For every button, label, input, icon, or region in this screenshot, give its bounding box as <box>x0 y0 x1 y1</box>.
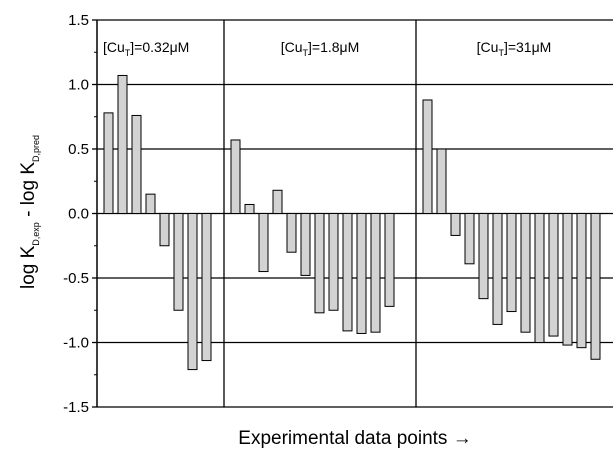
panel-label-suffix: ]=31μM <box>504 39 551 55</box>
bar-panel3-8 <box>520 213 531 333</box>
bar-panel2-11 <box>370 213 381 333</box>
bar-panel2-12 <box>384 213 395 307</box>
bar-panel3-2 <box>436 148 447 214</box>
panel-label-prefix: [Cu <box>281 39 303 55</box>
bar-panel3-11 <box>562 213 573 346</box>
panel-label-suffix: ]=1.8μM <box>308 39 359 55</box>
bar-panel3-13 <box>590 213 601 360</box>
panel-label-prefix: [Cu <box>103 39 125 55</box>
bar-panel2-1 <box>230 139 241 214</box>
y-tick-label-3: 0.0 <box>68 206 89 223</box>
y-tick-label-2: -0.5 <box>63 270 89 287</box>
axes: -1.5 -1.0 -0.5 0.0 0.5 1.0 1.5 <box>63 12 98 416</box>
bar-panel3-1 <box>422 99 433 214</box>
panel-label-prefix: [Cu <box>477 39 499 55</box>
panel-label-1: [CuT]=0.32μM <box>103 39 189 58</box>
y-axis-title: log KD,exp - log KD,pred <box>18 135 41 289</box>
bar-panel2-2 <box>244 203 255 215</box>
bar-panel3-12 <box>576 213 587 349</box>
bar-panel1-8 <box>201 213 212 362</box>
bar-panel1-6 <box>173 213 184 311</box>
bar-panel1-2 <box>117 74 128 214</box>
bar-panel1-4 <box>145 193 156 214</box>
panel-label-sub: T <box>498 48 504 58</box>
y-tick-label-5: 1.0 <box>68 77 89 94</box>
bar-panel2-5 <box>286 213 297 253</box>
bar-panel1-5 <box>159 213 170 247</box>
bars <box>103 74 601 371</box>
bar-panel3-7 <box>506 213 517 313</box>
bar-panel2-9 <box>342 213 353 332</box>
bar-panel3-10 <box>548 213 559 337</box>
panel-label-sub: T <box>125 48 131 58</box>
x-axis-title: Experimental data points → <box>238 428 471 449</box>
bar-panel3-5 <box>478 213 489 300</box>
bar-panel2-8 <box>328 213 339 311</box>
y-tick-label-1: -1.0 <box>63 335 89 352</box>
bar-panel2-10 <box>356 213 367 334</box>
bar-panel1-1 <box>103 112 114 214</box>
panel-label-sub: T <box>303 48 309 58</box>
bar-panel1-3 <box>131 114 142 214</box>
panel-label-3: [CuT]=31μM <box>477 39 552 58</box>
y-axis-title-part1: log K <box>18 245 39 289</box>
bar-panel3-9 <box>534 213 545 343</box>
bar-panel2-7 <box>314 213 325 314</box>
bar-panel3-6 <box>492 213 503 325</box>
bar-panel2-4 <box>272 189 283 214</box>
panel-label-2: [CuT]=1.8μM <box>281 39 360 58</box>
bar-panel2-3 <box>258 213 269 273</box>
y-axis-title-sub1: D,exp <box>31 222 41 246</box>
y-axis-title-sub2: D,pred <box>31 135 41 162</box>
bar-panel1-7 <box>187 213 198 371</box>
bar-panel3-4 <box>464 213 475 265</box>
y-axis-title-part2: - log K <box>18 162 39 223</box>
labels: [CuT]=0.32μM [CuT]=1.8μM [CuT]=31μM <box>103 39 551 58</box>
y-tick-label-0: -1.5 <box>63 399 89 416</box>
y-tick-label-4: 0.5 <box>68 141 89 158</box>
panel-dividers <box>223 20 417 407</box>
bar-panel3-3 <box>450 213 461 236</box>
panel-label-suffix: ]=0.32μM <box>130 39 189 55</box>
y-tick-label-6: 1.5 <box>68 12 89 29</box>
bar-panel2-6 <box>300 213 311 276</box>
